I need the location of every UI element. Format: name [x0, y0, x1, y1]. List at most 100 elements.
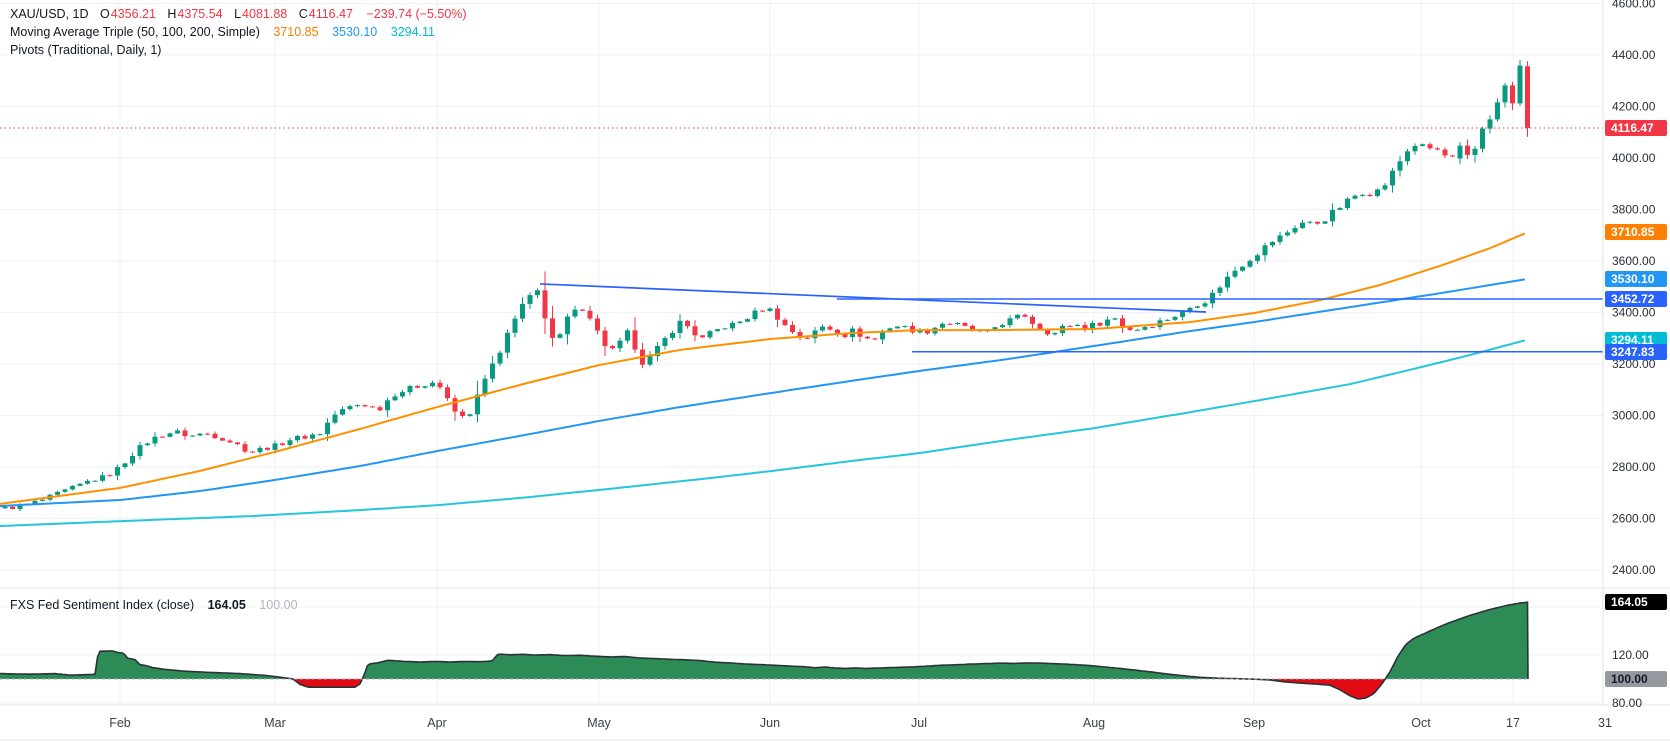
- candle-body: [895, 326, 900, 329]
- ma50-value: 3710.85: [273, 25, 319, 39]
- candle-body: [1487, 119, 1493, 129]
- axis-label: 4400.00: [1612, 48, 1656, 62]
- axis-label: Jul: [911, 716, 927, 730]
- candle-body: [677, 320, 683, 333]
- time-axis[interactable]: Feb Mar Apr May Jun Jul Aug Sep Oct 17 31: [109, 716, 1612, 730]
- candle-body: [625, 330, 630, 341]
- candle-body: [512, 318, 518, 333]
- candle-body: [1165, 319, 1170, 321]
- axis-label: May: [587, 716, 611, 730]
- high-label: H: [167, 7, 177, 21]
- indicator-title[interactable]: FXS Fed Sentiment Index (close): [10, 598, 195, 612]
- candle-body: [587, 310, 593, 319]
- low-value: 4081.88: [242, 7, 288, 21]
- candle-body: [257, 447, 263, 453]
- indicator-legend-row[interactable]: FXS Fed Sentiment Index (close) 164.05 1…: [10, 596, 298, 614]
- candle-body: [452, 398, 458, 412]
- candle-body: [1405, 151, 1410, 162]
- candle-body: [670, 332, 675, 338]
- candle-body: [1412, 145, 1418, 152]
- candle-body: [835, 329, 840, 335]
- candle-body: [1210, 292, 1215, 304]
- candle-body: [1300, 222, 1305, 229]
- candle-body: [1465, 145, 1470, 155]
- axis-label: Apr: [427, 716, 446, 730]
- candle-body: [1330, 209, 1335, 222]
- axis-label: 3200.00: [1612, 357, 1656, 371]
- candle-body: [430, 382, 435, 387]
- ma100-line: [0, 278, 1525, 507]
- candle-body: [362, 405, 368, 407]
- candle-body: [602, 330, 608, 347]
- candle-body: [220, 438, 225, 441]
- candle-body: [700, 335, 705, 338]
- open-value: 4356.21: [110, 7, 156, 21]
- candle-body: [812, 330, 818, 339]
- candle-body: [632, 330, 638, 350]
- candle-body: [235, 442, 240, 445]
- candle-body: [1037, 323, 1043, 330]
- candle-body: [1247, 260, 1253, 267]
- candle-body: [92, 480, 98, 482]
- candle-body: [715, 329, 720, 332]
- candle-body: [1277, 235, 1283, 242]
- ma-legend-row[interactable]: Moving Average Triple (50, 100, 200, Sim…: [10, 23, 467, 41]
- candle-body: [407, 386, 413, 393]
- candle-body: [145, 443, 150, 446]
- candle-body: [1367, 194, 1373, 196]
- candle-body: [805, 337, 810, 339]
- candle-body: [707, 331, 713, 338]
- axis-label: 3530.10: [1611, 272, 1655, 286]
- candle-body: [790, 325, 795, 333]
- candle-body: [55, 491, 60, 495]
- candle-body: [167, 433, 173, 437]
- candle-body: [272, 443, 278, 450]
- candle-body: [887, 328, 893, 332]
- candle-body: [782, 319, 788, 326]
- ma-title[interactable]: Moving Average Triple (50, 100, 200, Sim…: [10, 25, 260, 39]
- candle-body: [662, 337, 668, 346]
- candle-body: [197, 433, 203, 436]
- main-pane[interactable]: [0, 0, 1603, 588]
- candle-body: [865, 336, 870, 339]
- price-axis[interactable]: 4600.00 4400.00 4200.00 4000.00 3800.00 3600.…: [1605, 0, 1667, 710]
- price-label-box: [1605, 344, 1667, 360]
- candle-body: [542, 290, 548, 319]
- candle-body: [160, 436, 165, 438]
- low-label: L: [234, 7, 242, 21]
- price-label-box: [1605, 594, 1667, 610]
- candle-body: [467, 414, 473, 416]
- axis-label: Sep: [1243, 716, 1265, 730]
- candle-body: [482, 378, 488, 395]
- symbol-legend-row[interactable]: XAU/USD, 1D O4356.21 H4375.54 L4081.88 C…: [10, 5, 467, 23]
- candle-body: [1262, 245, 1268, 256]
- candle-body: [692, 326, 698, 336]
- candle-body: [295, 435, 300, 441]
- candle-body: [737, 321, 743, 323]
- candle-body: [1150, 327, 1155, 329]
- candle-body: [1007, 318, 1013, 326]
- sentiment-line: [0, 601, 1529, 700]
- candle-body: [85, 480, 90, 484]
- axis-label: 4600.00: [1612, 0, 1656, 11]
- descending-trendline: [539, 283, 1207, 313]
- candle-body: [1480, 128, 1485, 149]
- candle-body: [280, 443, 285, 445]
- indicator-last-value: 164.05: [207, 598, 246, 612]
- axis-label: 3000.00: [1612, 409, 1656, 423]
- pivots-legend-row[interactable]: Pivots (Traditional, Daily, 1): [10, 41, 467, 59]
- candle-body: [955, 322, 960, 325]
- candle-body: [1375, 189, 1380, 196]
- sentiment-area-above: [0, 602, 1528, 679]
- candle-body: [1097, 322, 1103, 326]
- candle-body: [1315, 221, 1320, 224]
- candle-body: [250, 451, 255, 453]
- pivots-title[interactable]: Pivots (Traditional, Daily, 1): [10, 43, 162, 57]
- candle-body: [355, 405, 360, 407]
- candle-body: [685, 320, 690, 327]
- axis-label: 31: [1598, 716, 1612, 730]
- candle-body: [1225, 276, 1230, 288]
- symbol-title[interactable]: XAU/USD, 1D: [10, 7, 89, 21]
- candle-body: [527, 295, 533, 304]
